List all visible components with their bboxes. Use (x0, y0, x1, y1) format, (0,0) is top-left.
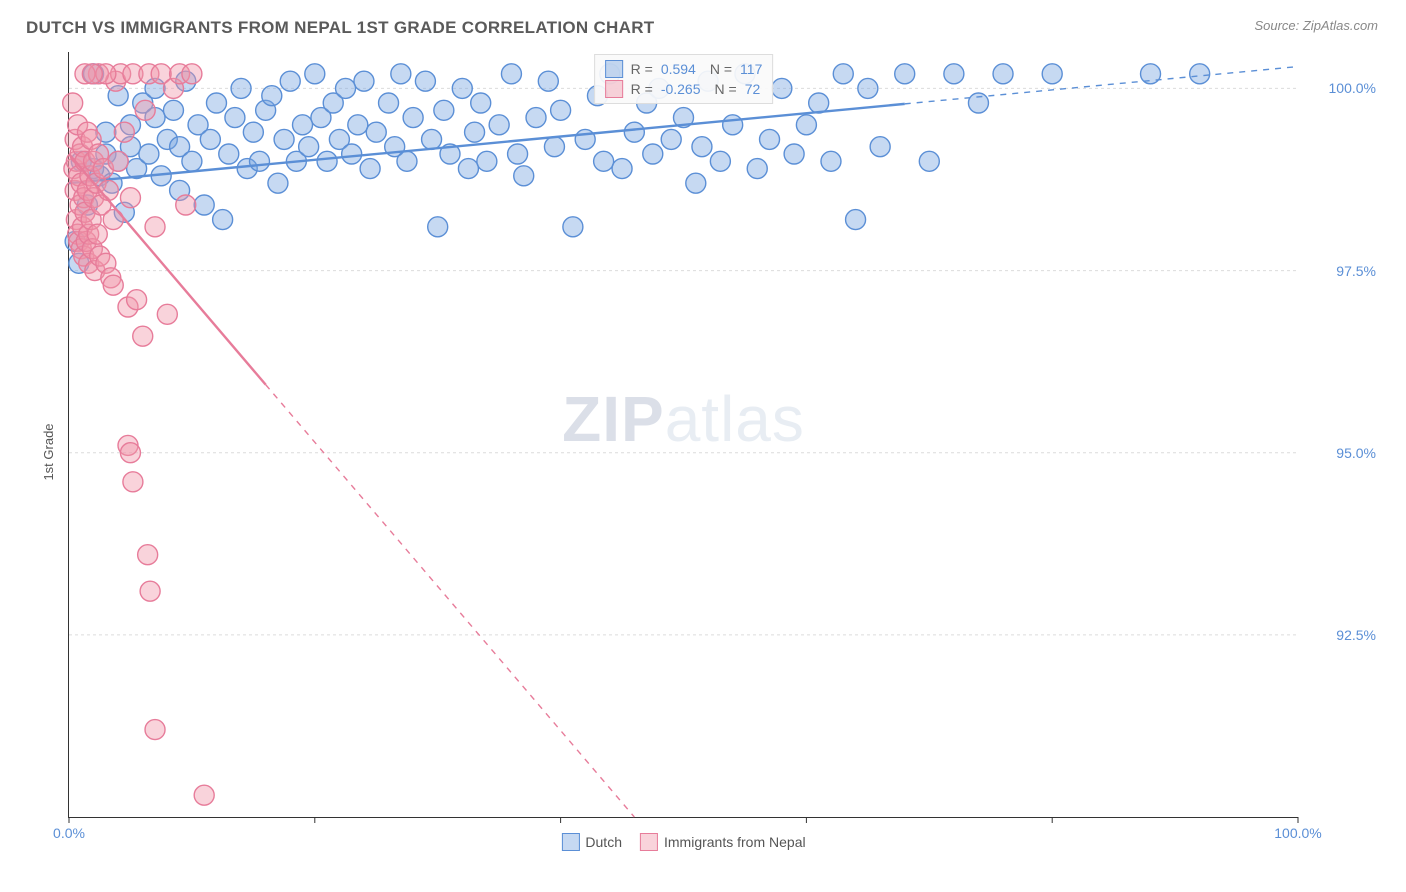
legend-item-dutch: Dutch (561, 833, 622, 851)
swatch-dutch (561, 833, 579, 851)
r-value-dutch: 0.594 (661, 61, 696, 77)
x-tick-label: 0.0% (53, 825, 85, 841)
swatch-dutch (605, 60, 623, 78)
swatch-nepal (605, 80, 623, 98)
source-attribution: Source: ZipAtlas.com (1254, 18, 1378, 33)
stats-legend: R = 0.594 N = 117 R = -0.265 N = 72 (594, 54, 774, 104)
y-tick-label: 92.5% (1336, 627, 1376, 643)
y-axis-label: 1st Grade (41, 423, 56, 480)
y-tick-label: 97.5% (1336, 263, 1376, 279)
y-tick-label: 100.0% (1329, 80, 1376, 96)
y-tick-label: 95.0% (1336, 445, 1376, 461)
n-value-dutch: 117 (740, 61, 762, 77)
stats-row-nepal: R = -0.265 N = 72 (603, 79, 765, 99)
n-label: N = (710, 61, 732, 77)
series-legend: Dutch Immigrants from Nepal (561, 833, 805, 851)
r-label: R = (631, 81, 653, 97)
n-label: N = (715, 81, 737, 97)
swatch-nepal (640, 833, 658, 851)
legend-label-nepal: Immigrants from Nepal (664, 834, 806, 850)
page-title: DUTCH VS IMMIGRANTS FROM NEPAL 1ST GRADE… (26, 18, 654, 38)
stats-row-dutch: R = 0.594 N = 117 (603, 59, 765, 79)
plot-area: ZIPatlas R = 0.594 N = 117 R = -0.265 N … (68, 52, 1298, 818)
n-value-nepal: 72 (745, 81, 761, 97)
scatter-layer (69, 52, 1298, 817)
r-label: R = (631, 61, 653, 77)
legend-item-nepal: Immigrants from Nepal (640, 833, 806, 851)
r-value-nepal: -0.265 (661, 81, 701, 97)
chart-container: 1st Grade ZIPatlas R = 0.594 N = 117 R =… (26, 48, 1388, 856)
legend-label-dutch: Dutch (585, 834, 622, 850)
x-tick-label: 100.0% (1274, 825, 1321, 841)
